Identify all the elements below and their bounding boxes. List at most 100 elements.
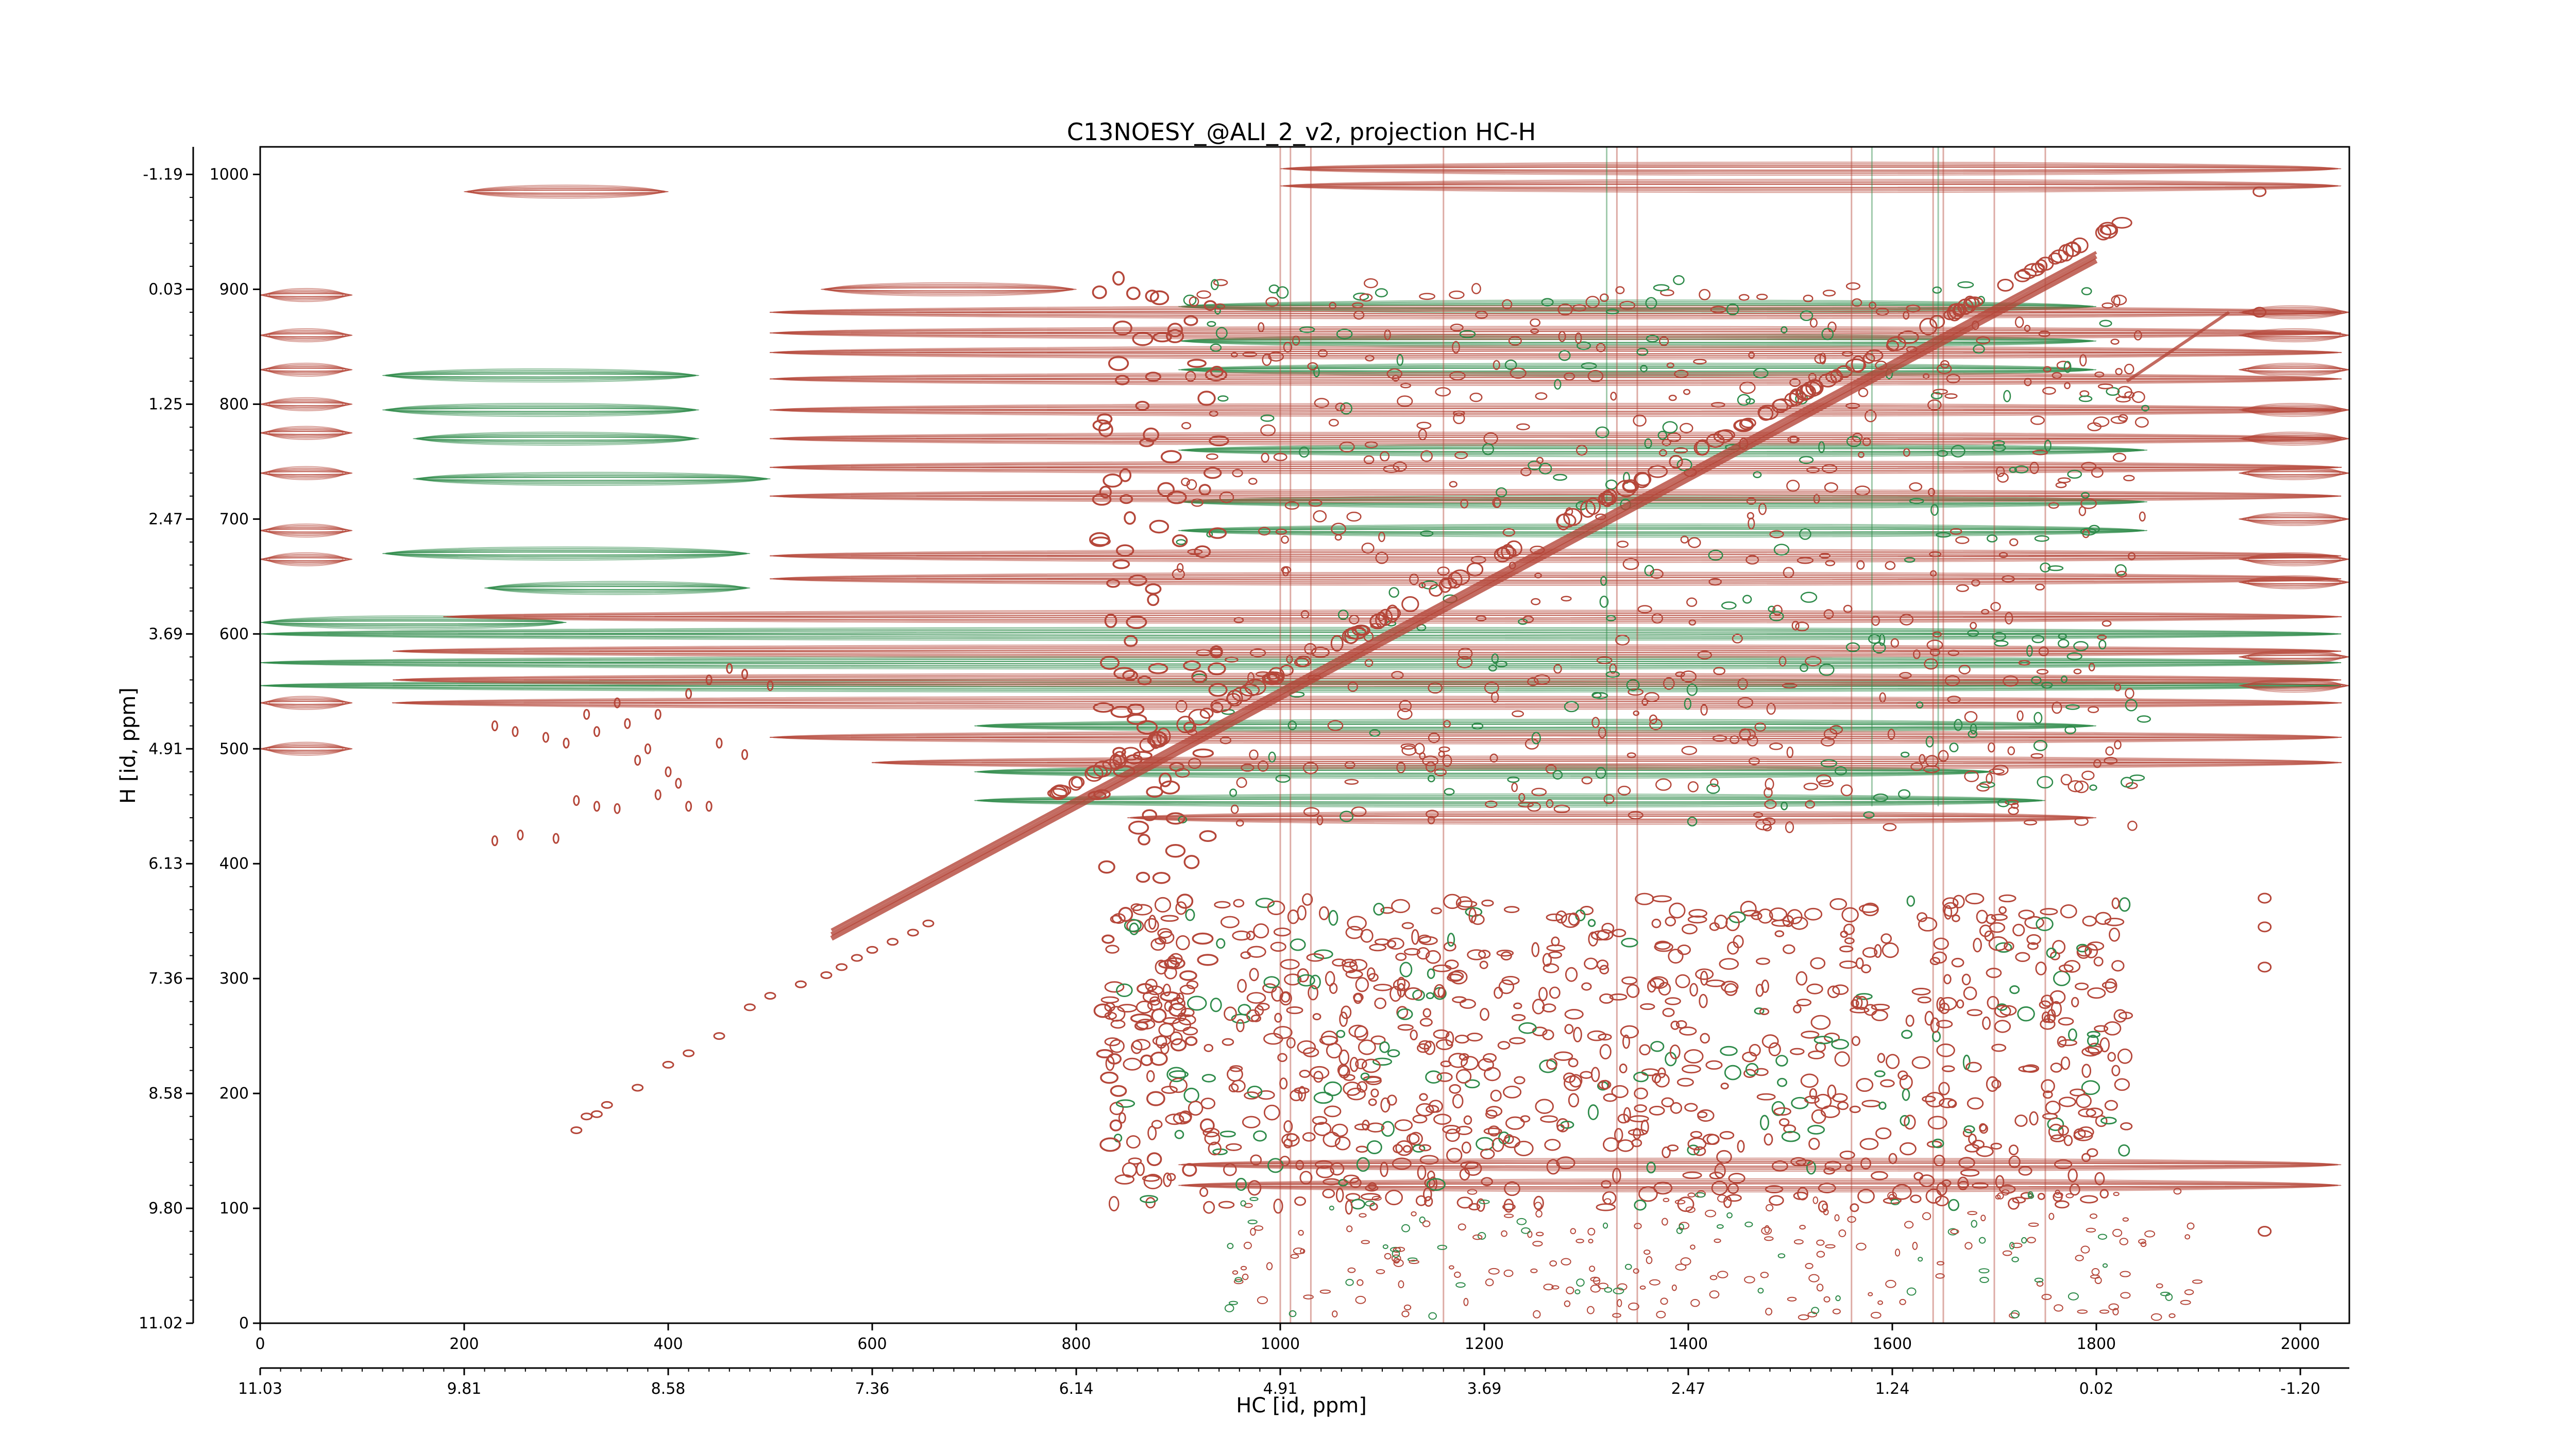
- cross-peak: [1856, 996, 1868, 1010]
- cross-peak: [1991, 1079, 2002, 1089]
- cross-peak: [1669, 902, 1686, 919]
- diagonal-peak: [1633, 471, 1651, 488]
- cross-peak: [1317, 349, 1328, 358]
- cross-peak: [1485, 1109, 1498, 1119]
- cross-peak: [2114, 564, 2127, 576]
- cross-peak: [1816, 1239, 1825, 1246]
- cross-peak: [1503, 1269, 1514, 1277]
- cross-peak: [2055, 482, 2067, 488]
- cross-peak: [2076, 1093, 2092, 1108]
- cross-peak: [1932, 286, 1942, 294]
- cross-peak: [1316, 815, 1324, 825]
- diagonal-peak: [1147, 734, 1166, 746]
- cross-peak: [1551, 936, 1560, 947]
- cross-peak: [1228, 1083, 1239, 1092]
- cross-peak: [1939, 997, 1957, 1011]
- cross-peak: [1392, 1250, 1400, 1258]
- cross-peak: [1900, 751, 1910, 758]
- cross-peak: [1932, 631, 1942, 637]
- cross-peak: [1116, 544, 1134, 557]
- cross-peak: [2026, 645, 2033, 657]
- cross-peak: [1387, 1094, 1397, 1106]
- cross-peak: [1175, 700, 1188, 713]
- cross-peak: [2184, 1234, 2191, 1240]
- positive-contour-band: [769, 305, 2342, 319]
- cross-peak: [1240, 1200, 1246, 1207]
- cross-peak: [1260, 424, 1276, 436]
- cross-peak: [1373, 903, 1385, 916]
- cross-peak: [1293, 1247, 1304, 1255]
- cross-peak: [2039, 1000, 2051, 1009]
- cross-peak: [1283, 342, 1293, 353]
- diagonal-peak: [1311, 647, 1330, 658]
- cross-peak: [1144, 918, 1159, 933]
- cross-peak: [1643, 1250, 1651, 1255]
- cross-peak: [1491, 653, 1499, 664]
- cross-peak: [1938, 1082, 1950, 1095]
- cross-peak: [1617, 1139, 1634, 1152]
- cross-peak: [1483, 1053, 1497, 1063]
- cross-peak: [1107, 1053, 1122, 1065]
- cross-peak: [1633, 710, 1640, 716]
- negative-contour-band: [382, 546, 751, 561]
- cross-peak: [2080, 528, 2096, 536]
- cross-peak: [1411, 929, 1419, 945]
- cross-peak: [1303, 1294, 1314, 1300]
- cross-peak: [1662, 438, 1671, 446]
- cross-peak: [1227, 1067, 1243, 1082]
- cross-peak: [1128, 575, 1147, 586]
- cross-peak: [1353, 993, 1363, 1004]
- cross-peak: [2052, 701, 2062, 714]
- cross-peak: [1807, 1125, 1825, 1135]
- cross-peak: [1850, 999, 1859, 1008]
- y-tick-label-id: 800: [219, 395, 249, 413]
- cross-peak: [1225, 1143, 1242, 1151]
- cross-peak: [1585, 296, 1600, 309]
- diagonal-peak: [1210, 698, 1232, 713]
- cross-peak: [491, 720, 498, 732]
- cross-peak: [1861, 1100, 1880, 1107]
- cross-peak: [1463, 1115, 1472, 1125]
- cross-peak: [1314, 398, 1329, 408]
- cross-peak: [1306, 953, 1325, 962]
- cross-peak: [1818, 1183, 1836, 1193]
- cross-peak: [2127, 820, 2138, 831]
- cross-peak: [1364, 441, 1378, 448]
- cross-peak: [1850, 1006, 1870, 1014]
- cross-peak: [1564, 701, 1579, 713]
- cross-peak: [1394, 1119, 1413, 1132]
- cross-peak: [1898, 789, 1911, 799]
- cross-peak: [2032, 449, 2048, 455]
- cross-peak: [1937, 450, 1948, 457]
- y-tick-label-ppm: 11.02: [139, 1314, 183, 1332]
- cross-peak: [1228, 1301, 1238, 1305]
- cross-peak: [1797, 556, 1814, 564]
- cross-peak: [1726, 1212, 1733, 1219]
- cross-peak: [1816, 774, 1832, 785]
- cross-peak: [1300, 610, 1310, 619]
- cross-peak: [1396, 354, 1404, 366]
- cross-peak: [1516, 423, 1530, 431]
- cross-peak: [1234, 1277, 1243, 1283]
- cross-peak: [1706, 783, 1720, 794]
- cross-peak: [1564, 1075, 1582, 1091]
- cross-peak: [1688, 537, 1701, 548]
- cross-peak: [1570, 1228, 1577, 1235]
- cross-peak: [1609, 993, 1628, 1001]
- right-strip-band: [2239, 650, 2349, 664]
- cross-peak: [2048, 502, 2059, 509]
- cross-peak: [1782, 683, 1798, 689]
- cross-peak: [2093, 956, 2104, 967]
- cross-peak: [563, 737, 570, 749]
- cross-peak: [1354, 1025, 1368, 1041]
- cross-peak: [1416, 947, 1430, 960]
- cross-peak: [1982, 1016, 1991, 1030]
- cross-peak: [1527, 802, 1541, 812]
- cross-peak: [2040, 1018, 2056, 1030]
- cross-peak: [2044, 440, 2052, 452]
- cross-peak: [1684, 698, 1691, 710]
- cross-peak: [1899, 1142, 1917, 1156]
- cross-peak: [2024, 916, 2044, 929]
- cross-peak: [2047, 565, 2064, 571]
- cross-peak: [1481, 899, 1494, 907]
